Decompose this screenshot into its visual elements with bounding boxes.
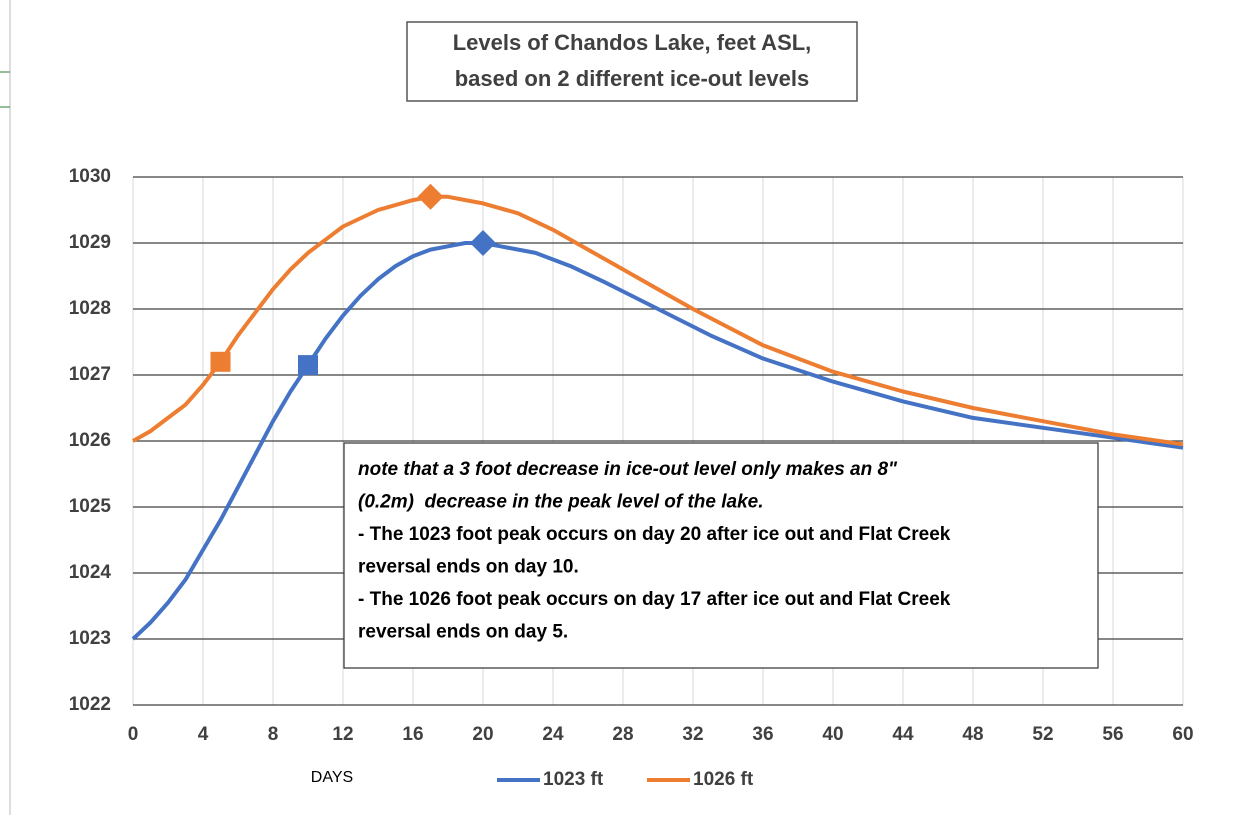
x-tick-label: 8 (268, 724, 279, 745)
x-tick-label: 40 (822, 724, 843, 745)
annotation-text: (0.2m) decrease in the peak level of the… (358, 492, 764, 513)
marker (298, 355, 318, 376)
marker (470, 230, 496, 256)
y-tick-label: 1027 (69, 364, 111, 385)
y-tick-label: 1026 (69, 430, 111, 451)
y-tick-label: 1024 (69, 562, 112, 583)
annotation-text: - The 1023 foot peak occurs on day 20 af… (358, 524, 951, 545)
x-tick-label: 36 (752, 724, 773, 745)
x-tick-label: 20 (472, 724, 493, 745)
y-tick-label: 1030 (69, 166, 111, 187)
data-line (132, 194, 1184, 447)
y-tick-label: 1025 (69, 496, 112, 517)
x-tick-label: 28 (612, 724, 633, 745)
x-tick-label: 32 (682, 724, 703, 745)
data-line (131, 241, 1184, 641)
y-tick-label: 1023 (69, 628, 111, 649)
x-tick-label: 24 (542, 724, 564, 745)
annotation-text: - The 1026 foot peak occurs on day 17 af… (358, 589, 951, 610)
chart-title: Levels of Chandos Lake, feet ASL, (453, 30, 812, 55)
x-tick-label: 52 (1032, 724, 1053, 745)
legend-label: 1026 ft (693, 769, 754, 790)
x-tick-label: 12 (332, 724, 353, 745)
y-tick-label: 1028 (69, 298, 111, 319)
x-tick-label: 60 (1172, 724, 1193, 745)
x-tick-label: 0 (128, 724, 139, 745)
marker (417, 183, 444, 210)
x-tick-label: 4 (198, 724, 209, 745)
marker (210, 351, 231, 372)
chart-title: based on 2 different ice-out levels (455, 66, 810, 91)
annotation-text: reversal ends on day 10. (358, 557, 579, 578)
title-box (406, 21, 858, 102)
x-tick-label: 48 (962, 724, 983, 745)
annotation-box (343, 442, 1099, 669)
x-tick-label: 16 (402, 724, 423, 745)
y-tick-label: 1029 (69, 232, 111, 253)
annotation-text: reversal ends on day 5. (358, 622, 568, 643)
x-tick-label: 44 (892, 724, 914, 745)
legend-label: 1023 ft (543, 769, 604, 790)
y-tick-label: 1022 (69, 694, 111, 715)
x-tick-label: 56 (1102, 724, 1123, 745)
x-axis-label: DAYS (311, 769, 353, 786)
annotation-text: note that a 3 foot decrease in ice-out l… (358, 459, 898, 480)
